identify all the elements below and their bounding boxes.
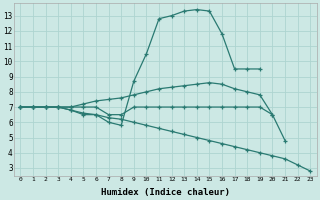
X-axis label: Humidex (Indice chaleur): Humidex (Indice chaleur): [101, 188, 230, 197]
